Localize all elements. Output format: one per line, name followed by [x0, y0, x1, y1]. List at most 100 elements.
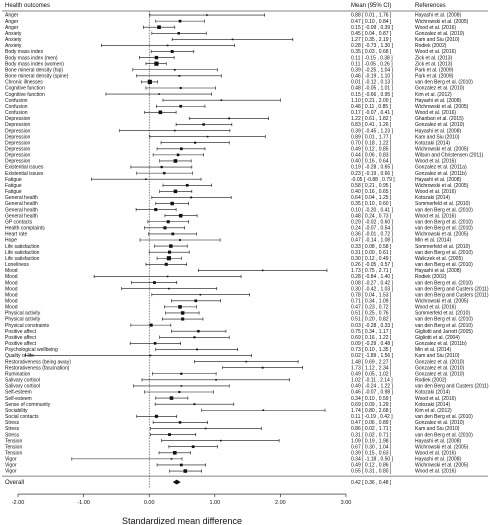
row-ci-text: 0.88 [ 0.01 , 1.76 ] — [351, 13, 392, 19]
point-estimate — [204, 427, 207, 430]
forest-row: Salivary cortisol 1.02 [ -0.11 , 2.14 ] Ro… — [5, 378, 447, 384]
point-estimate — [153, 342, 157, 345]
header-mean-ci: Mean (95% CI) — [351, 3, 391, 9]
row-reference: Wood et al. (2016) — [415, 469, 456, 475]
row-ci-text: 0.17 [ -0.07 , 0.41 ] — [351, 110, 394, 116]
row-ci-text: 0.35 [ 0.10 , 0.60 ] — [351, 201, 392, 207]
point-estimate — [231, 38, 234, 41]
row-reference: Hayashi et al. (2008) — [415, 128, 461, 134]
point-estimate — [163, 226, 167, 230]
row-ci-text: 0.39 [ -0.45 , 1.23 ] — [351, 128, 394, 134]
point-estimate — [168, 433, 171, 436]
row-reference: Sommerfeld et al. (2010) — [415, 244, 470, 250]
forest-row: Depression 0.49 [ 0.12 , 0.85 ] Wichrowski… — [5, 147, 469, 153]
row-label: Restorativeness (fascination) — [5, 365, 70, 371]
row-ci-text: 0.30 [ -0.42 , 1.03 ] — [351, 286, 394, 292]
point-estimate — [145, 178, 147, 180]
row-label: Loneliness — [5, 262, 29, 268]
point-estimate — [157, 25, 161, 29]
row-reference: Park et al. (2009) — [415, 74, 454, 80]
row-ci-text: 0.49 [ 0.05 , 1.02 ] — [351, 371, 392, 377]
forest-row: Depression 0.89 [ 0.01 , 1.77 ] Kam and Si… — [5, 134, 460, 140]
row-reference: Hayashi et al. (2008) — [415, 438, 461, 444]
row-label: Life satisfaction — [5, 244, 40, 250]
point-estimate — [164, 262, 168, 266]
row-reference: Gonzalez et al. (2010) — [415, 86, 465, 92]
forest-row: Tension 0.39 [ 0.15 , 0.63 ] Wood et al. (… — [5, 451, 456, 457]
row-ci-text: 1.22 [ 0.61 , 1.82 ] — [351, 116, 392, 122]
row-label: Vigor — [5, 469, 17, 475]
point-estimate — [149, 354, 152, 357]
point-estimate — [183, 469, 188, 473]
point-estimate — [173, 68, 176, 71]
point-estimate — [220, 99, 223, 101]
row-ci-text: 1.02 [ -0.11 , 2.14 ] — [351, 378, 393, 384]
row-ci-text: 0.23 [ -0.19 , 0.66 ] — [351, 171, 394, 177]
forest-row: Loneliness 0.26 [ -0.05 , 0.57 ] van den B… — [5, 262, 473, 268]
row-reference: Sommerfeld et al. (2010) — [415, 311, 470, 317]
forest-row: Salivary cortisol 0.49 [ -0.24 , 1.22 ] va… — [5, 384, 489, 390]
point-estimate — [160, 165, 163, 169]
row-reference: Gonzalez et al. (2010) — [415, 31, 465, 37]
row-ci-text: 0.11 [ -0.15 , 0.38 ] — [351, 55, 393, 61]
row-ci-text: 0.36 [ -0.01 , 0.72 ] — [351, 232, 394, 238]
forest-row: Mood 0.30 [ -0.42 , 1.03 ] van den Berg an… — [5, 286, 489, 292]
row-ci-text: 0.49 [ -0.24 , 1.22 ] — [351, 384, 394, 390]
forest-row: Anger 0.88 [ 0.01 , 1.76 ] Hayashi et al. … — [5, 13, 461, 19]
forest-row: Anger 0.47 [ 0.10 , 0.84 ] Wichrowski et a… — [5, 19, 469, 25]
row-reference: Hayashi et al. (2008) — [415, 457, 461, 463]
row-ci-text: 0.11 [ -0.05 , 0.26 ] — [351, 61, 393, 67]
row-ci-text: 0.83 [ 0.41 , 1.26 ] — [351, 122, 392, 128]
row-label: Mood — [5, 305, 18, 311]
row-label: Social contacts — [5, 414, 39, 420]
forest-row: Health complaints 0.24 [ -0.07 , 0.54 ] va… — [5, 226, 473, 232]
point-estimate — [179, 239, 181, 241]
row-ci-text: 0.26 [ -0.05 , 0.57 ] — [351, 262, 394, 268]
row-label: Existential issues — [5, 165, 44, 171]
row-reference: Wood et al. (2016) — [415, 189, 456, 195]
row-label: Anxiety — [5, 37, 22, 43]
row-reference: Hayashi et al. (2008) — [415, 177, 461, 183]
point-estimate — [228, 117, 231, 120]
row-reference: van den Berg et al. (2010) — [415, 207, 473, 213]
row-ci-text: 0.15 [ -0.66 , 0.95 ] — [351, 92, 394, 98]
row-reference: Zick et al. (2013) — [415, 61, 453, 67]
header-references: References — [415, 3, 446, 9]
row-reference: Wilson and Christensen (2011) — [415, 153, 484, 159]
forest-row: Chronic illnesses 0.01 [ -0.12 , 0.13 ] va… — [5, 80, 473, 86]
row-reference: Wichrowski et al. (2005) — [415, 444, 469, 450]
row-ci-text: 0.48 [ 0.24 , 0.73 ] — [351, 213, 392, 219]
row-reference: Gonzalez et al. (2010) — [415, 365, 465, 371]
point-estimate — [173, 189, 178, 194]
forest-row: Life satisfaction 0.31 [ 0.00 , 0.61 ] van… — [5, 250, 473, 256]
row-ci-text: 0.39 [ -0.25 , 1.04 ] — [351, 67, 394, 73]
forest-row: Depression 1.22 [ 0.61 , 1.82 ] Ghanbari e… — [5, 116, 464, 122]
forest-row: Mood 1.73 [ 0.75 , 2.71 ] Hayashi et al. (… — [5, 268, 461, 274]
row-ci-text: 0.64 [ 0.04 , 1.25 ] — [351, 195, 392, 201]
x-tick-label: 2.00 — [275, 500, 286, 506]
point-estimate — [206, 135, 209, 138]
point-estimate — [173, 129, 176, 132]
forest-row: Tension 1.09 [ 0.19 , 1.98 ] Hayashi et al… — [5, 438, 461, 444]
row-ci-text: -0.05 [ -0.88 , 0.79 ] — [351, 177, 395, 183]
row-label: Quality of life — [5, 353, 34, 359]
point-estimate — [163, 171, 166, 175]
point-estimate — [190, 196, 193, 199]
row-label: Confusion — [5, 110, 28, 116]
row-label: Mood — [5, 268, 18, 274]
row-reference: Rodiek (2002) — [415, 378, 447, 384]
row-label: Chronic illnesses — [5, 80, 43, 86]
row-reference: Park et al. (2009) — [415, 67, 454, 73]
row-ci-text: 0.73 [ 0.10 , 1.35 ] — [351, 347, 392, 353]
row-reference: Kam and Siu (2010) — [415, 426, 460, 432]
row-reference: Ghanbari et al. (2015) — [415, 116, 464, 122]
forest-row: Hope 0.47 [ -0.14 , 1.08 ] Min et al. (201… — [5, 238, 451, 244]
row-label: Cognitive function — [5, 92, 45, 98]
forest-row: Bone mineral density (spine) 0.46 [ -0.19… — [5, 74, 454, 80]
row-ci-text: 0.08 [ -0.27 , 0.42 ] — [351, 280, 394, 286]
row-label: Anxiety — [5, 31, 22, 37]
forest-row: Restorativeness (being away) 1.48 [ 0.69 … — [5, 359, 465, 365]
row-ci-text: 0.28 [ -0.73 , 1.30 ] — [351, 43, 394, 49]
row-label: Existential issues — [5, 171, 44, 177]
row-label: Positive affect — [5, 329, 37, 335]
